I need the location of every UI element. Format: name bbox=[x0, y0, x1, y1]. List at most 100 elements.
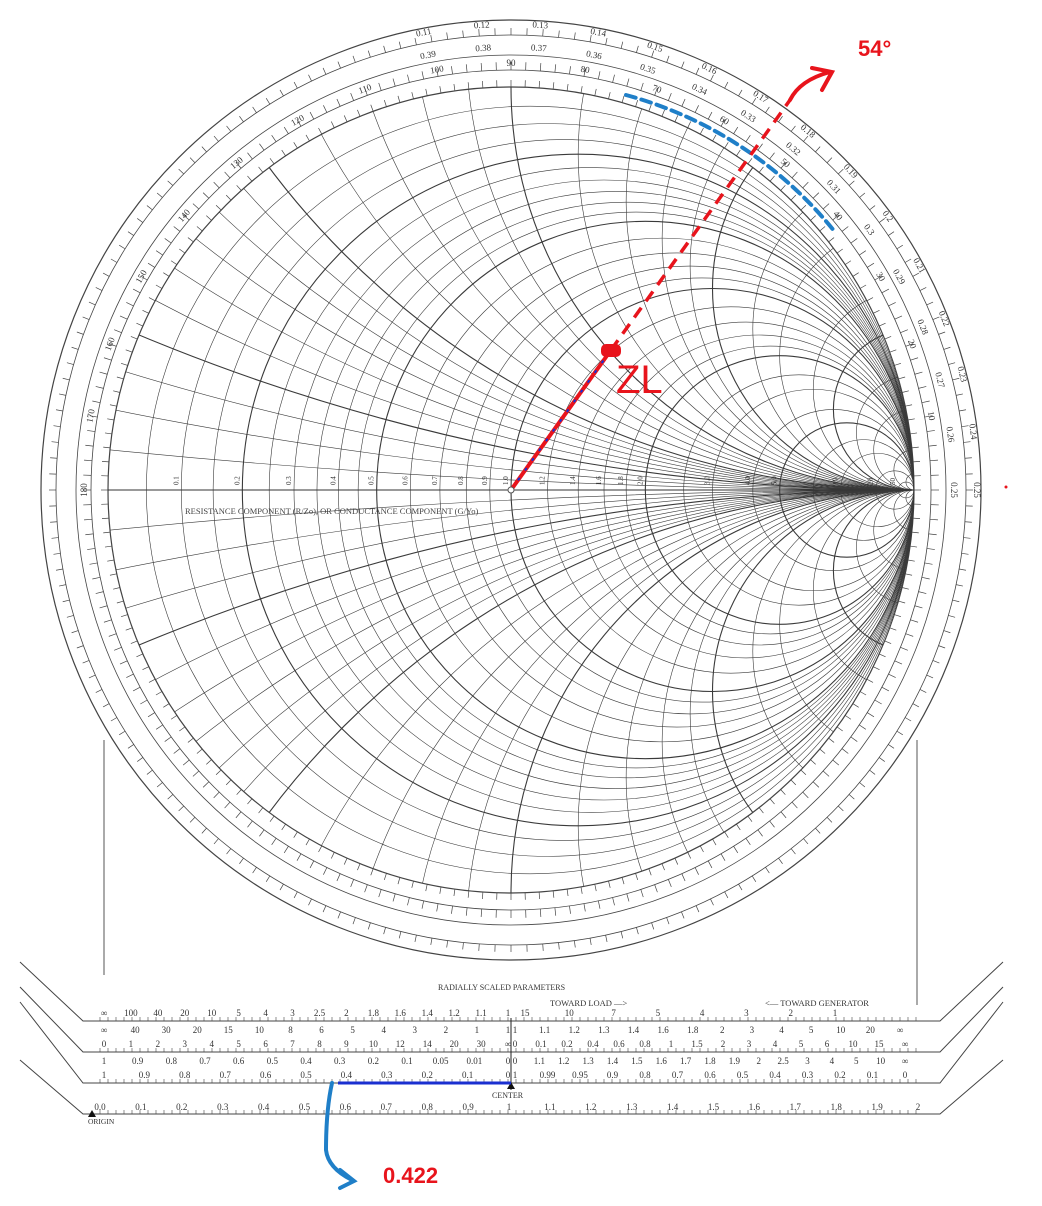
svg-text:0.8: 0.8 bbox=[166, 1056, 178, 1066]
svg-text:0.8: 0.8 bbox=[639, 1070, 651, 1080]
svg-text:∞: ∞ bbox=[101, 1008, 107, 1018]
svg-text:∞: ∞ bbox=[902, 1056, 908, 1066]
svg-text:1.1: 1.1 bbox=[475, 1008, 486, 1018]
svg-text:160: 160 bbox=[103, 335, 117, 352]
svg-text:3: 3 bbox=[805, 1056, 810, 1066]
svg-text:0.1: 0.1 bbox=[867, 1070, 878, 1080]
svg-text:6: 6 bbox=[319, 1025, 324, 1035]
blue-angle-dashes bbox=[624, 93, 837, 234]
svg-text:0.9: 0.9 bbox=[139, 1070, 151, 1080]
svg-text:∞: ∞ bbox=[101, 1025, 107, 1035]
svg-text:80: 80 bbox=[580, 64, 591, 75]
svg-text:4: 4 bbox=[830, 1056, 835, 1066]
svg-text:1: 1 bbox=[102, 1056, 107, 1066]
load-impedance-label: ZL bbox=[616, 358, 663, 402]
svg-text:4: 4 bbox=[700, 1008, 705, 1018]
svg-text:4: 4 bbox=[779, 1025, 784, 1035]
svg-text:6: 6 bbox=[263, 1039, 268, 1049]
svg-text:3: 3 bbox=[290, 1008, 295, 1018]
svg-text:0.5: 0.5 bbox=[368, 476, 376, 485]
svg-text:10: 10 bbox=[876, 1056, 886, 1066]
svg-text:1.5: 1.5 bbox=[691, 1039, 703, 1049]
svg-text:1.3: 1.3 bbox=[583, 1056, 595, 1066]
svg-text:0.3: 0.3 bbox=[862, 222, 877, 237]
toward-load-label: TOWARD LOAD —> bbox=[550, 998, 628, 1008]
svg-text:20: 20 bbox=[906, 338, 919, 350]
svg-text:9: 9 bbox=[344, 1039, 349, 1049]
svg-text:20: 20 bbox=[866, 1025, 876, 1035]
svg-text:0.7: 0.7 bbox=[220, 1070, 232, 1080]
svg-text:15: 15 bbox=[875, 1039, 885, 1049]
svg-text:15: 15 bbox=[521, 1008, 531, 1018]
svg-text:0.6: 0.6 bbox=[613, 1039, 625, 1049]
svg-text:0: 0 bbox=[506, 1056, 511, 1066]
svg-text:0.3: 0.3 bbox=[802, 1070, 814, 1080]
svg-text:0.5: 0.5 bbox=[299, 1102, 311, 1112]
svg-text:1.2: 1.2 bbox=[569, 1025, 580, 1035]
svg-text:0.37: 0.37 bbox=[531, 42, 548, 53]
svg-text:0.26: 0.26 bbox=[945, 426, 957, 443]
svg-text:1.6: 1.6 bbox=[395, 1008, 407, 1018]
svg-text:0.95: 0.95 bbox=[572, 1070, 588, 1080]
svg-text:1.8: 1.8 bbox=[704, 1056, 716, 1066]
svg-text:0.22: 0.22 bbox=[937, 309, 952, 327]
svg-text:0.17: 0.17 bbox=[751, 88, 770, 105]
svg-text:0.9: 0.9 bbox=[462, 1102, 474, 1112]
svg-text:0.99: 0.99 bbox=[540, 1070, 556, 1080]
svg-text:0.28: 0.28 bbox=[915, 318, 930, 337]
svg-text:0.6: 0.6 bbox=[260, 1070, 272, 1080]
svg-text:0.39: 0.39 bbox=[419, 48, 437, 61]
svg-text:5: 5 bbox=[350, 1025, 355, 1035]
svg-text:1: 1 bbox=[513, 1070, 518, 1080]
svg-text:∞: ∞ bbox=[902, 1039, 908, 1049]
angle-annotation: 54° bbox=[858, 36, 892, 61]
svg-text:30: 30 bbox=[162, 1025, 172, 1035]
svg-text:0.4: 0.4 bbox=[329, 476, 337, 485]
svg-text:5: 5 bbox=[236, 1039, 241, 1049]
svg-text:0.27: 0.27 bbox=[933, 371, 947, 389]
svg-text:5: 5 bbox=[656, 1008, 661, 1018]
svg-text:0.3: 0.3 bbox=[381, 1070, 393, 1080]
svg-text:2: 2 bbox=[721, 1039, 726, 1049]
outer-ticks bbox=[49, 28, 973, 952]
svg-text:0.2: 0.2 bbox=[834, 1070, 845, 1080]
svg-text:0.7: 0.7 bbox=[381, 1102, 393, 1112]
svg-text:1.3: 1.3 bbox=[598, 1025, 610, 1035]
svg-text:180: 180 bbox=[79, 483, 89, 497]
svg-text:3: 3 bbox=[744, 1008, 749, 1018]
svg-text:1.0: 1.0 bbox=[502, 476, 510, 485]
svg-text:0.9: 0.9 bbox=[607, 1070, 619, 1080]
svg-text:10: 10 bbox=[565, 1008, 575, 1018]
svg-text:0.2: 0.2 bbox=[368, 1056, 379, 1066]
svg-text:10: 10 bbox=[849, 1039, 859, 1049]
svg-text:0.5: 0.5 bbox=[267, 1056, 279, 1066]
svg-text:5.0: 5.0 bbox=[771, 476, 779, 485]
svg-text:0.25: 0.25 bbox=[972, 482, 982, 498]
svg-text:60: 60 bbox=[718, 114, 731, 127]
svg-text:6: 6 bbox=[825, 1039, 830, 1049]
svg-text:1: 1 bbox=[506, 1025, 511, 1035]
svg-text:0.3: 0.3 bbox=[334, 1056, 346, 1066]
svg-text:2: 2 bbox=[156, 1039, 161, 1049]
svg-text:0.25: 0.25 bbox=[949, 482, 959, 498]
svg-text:0.4: 0.4 bbox=[341, 1070, 353, 1080]
origin-marker-icon bbox=[88, 1110, 96, 1117]
svg-text:2: 2 bbox=[344, 1008, 349, 1018]
svg-text:0.38: 0.38 bbox=[475, 42, 492, 53]
svg-text:0.23: 0.23 bbox=[956, 365, 970, 383]
svg-text:20: 20 bbox=[180, 1008, 190, 1018]
svg-text:30: 30 bbox=[477, 1039, 487, 1049]
svg-text:5: 5 bbox=[799, 1039, 804, 1049]
svg-text:1: 1 bbox=[102, 1070, 107, 1080]
svg-text:0: 0 bbox=[513, 1056, 518, 1066]
svg-text:0.0: 0.0 bbox=[94, 1102, 106, 1112]
scale-ticks bbox=[99, 1017, 917, 1114]
angle-arrow-icon bbox=[788, 66, 836, 102]
svg-text:0.11: 0.11 bbox=[415, 26, 432, 39]
svg-text:1.9: 1.9 bbox=[871, 1102, 883, 1112]
svg-text:40: 40 bbox=[153, 1008, 163, 1018]
svg-text:0.18: 0.18 bbox=[799, 122, 818, 140]
scales-title: RADIALLY SCALED PARAMETERS bbox=[438, 983, 565, 992]
svg-text:1.8: 1.8 bbox=[687, 1025, 699, 1035]
